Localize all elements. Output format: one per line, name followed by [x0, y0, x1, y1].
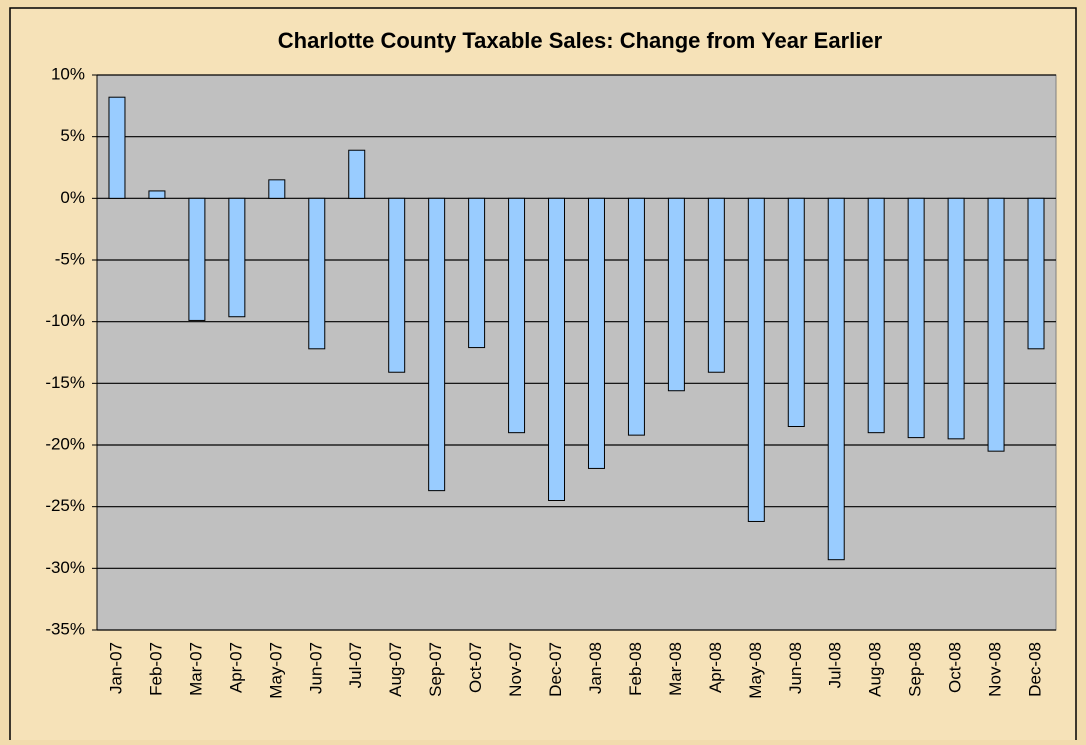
bar — [548, 197, 566, 501]
bar — [827, 197, 845, 561]
bar — [947, 197, 965, 440]
x-tick-label: Apr-08 — [706, 642, 725, 693]
bar — [428, 197, 446, 492]
x-tick-label: Dec-08 — [1026, 642, 1045, 697]
x-tick-label: Sep-07 — [426, 642, 445, 697]
bar — [587, 197, 605, 469]
y-tick-label: -25% — [45, 496, 85, 515]
x-tick-label: Dec-07 — [546, 642, 565, 697]
x-tick-label: Jun-08 — [786, 642, 805, 694]
x-tick-label: Jul-08 — [826, 642, 845, 688]
bar — [1027, 197, 1045, 350]
bar — [747, 197, 765, 522]
x-tick-label: Nov-08 — [986, 642, 1005, 697]
x-tick-label: Aug-07 — [386, 642, 405, 697]
x-tick-label: Oct-08 — [946, 642, 965, 693]
y-tick-label: 0% — [60, 188, 85, 207]
x-tick-label: Feb-07 — [146, 642, 165, 696]
bar — [627, 197, 645, 436]
bar — [707, 197, 725, 373]
y-tick-label: -15% — [45, 373, 85, 392]
bar — [867, 197, 885, 434]
x-tick-label: Jun-07 — [306, 642, 325, 694]
bar — [268, 179, 286, 199]
bar — [108, 96, 126, 199]
bar — [148, 190, 166, 199]
chart-title: Charlotte County Taxable Sales: Change f… — [278, 28, 883, 53]
y-tick-label: -35% — [45, 619, 85, 638]
x-tick-label: May-07 — [266, 642, 285, 699]
x-tick-label: Apr-07 — [226, 642, 245, 693]
bar — [468, 197, 486, 349]
y-tick-label: 5% — [60, 126, 85, 145]
y-tick-label: -5% — [55, 249, 85, 268]
x-tick-label: Mar-08 — [666, 642, 685, 696]
y-tick-label: -30% — [45, 558, 85, 577]
x-tick-label: Oct-07 — [466, 642, 485, 693]
bar — [308, 197, 326, 350]
y-tick-label: -20% — [45, 434, 85, 453]
bar — [188, 197, 206, 321]
x-tick-label: Mar-07 — [186, 642, 205, 696]
x-tick-label: Sep-08 — [906, 642, 925, 697]
bar — [787, 197, 805, 427]
bar — [667, 197, 685, 392]
bar — [907, 197, 925, 439]
plot-area — [96, 74, 1057, 631]
x-tick-label: Jan-07 — [106, 642, 125, 694]
x-tick-label: May-08 — [746, 642, 765, 699]
bar — [508, 197, 526, 434]
y-tick-label: -10% — [45, 311, 85, 330]
x-tick-label: Jan-08 — [586, 642, 605, 694]
x-tick-label: Feb-08 — [626, 642, 645, 696]
x-tick-label: Aug-08 — [866, 642, 885, 697]
bar — [987, 197, 1005, 452]
x-tick-label: Jul-07 — [346, 642, 365, 688]
y-tick-label: 10% — [51, 64, 85, 83]
bar — [348, 149, 366, 199]
bar — [228, 197, 246, 318]
bar — [388, 197, 406, 373]
x-tick-label: Nov-07 — [506, 642, 525, 697]
